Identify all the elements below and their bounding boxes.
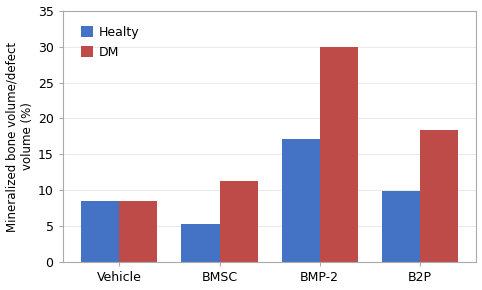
Bar xyxy=(182,224,219,262)
Bar xyxy=(219,181,257,262)
Bar xyxy=(281,139,320,262)
Y-axis label: Mineralized bone volume/defect
volume (%): Mineralized bone volume/defect volume (%… xyxy=(6,41,34,231)
Bar xyxy=(420,130,457,262)
Bar xyxy=(320,47,358,262)
Bar xyxy=(382,191,420,262)
Bar xyxy=(120,200,158,262)
Legend: Healty, DM: Healty, DM xyxy=(77,22,143,63)
Bar xyxy=(81,200,120,262)
